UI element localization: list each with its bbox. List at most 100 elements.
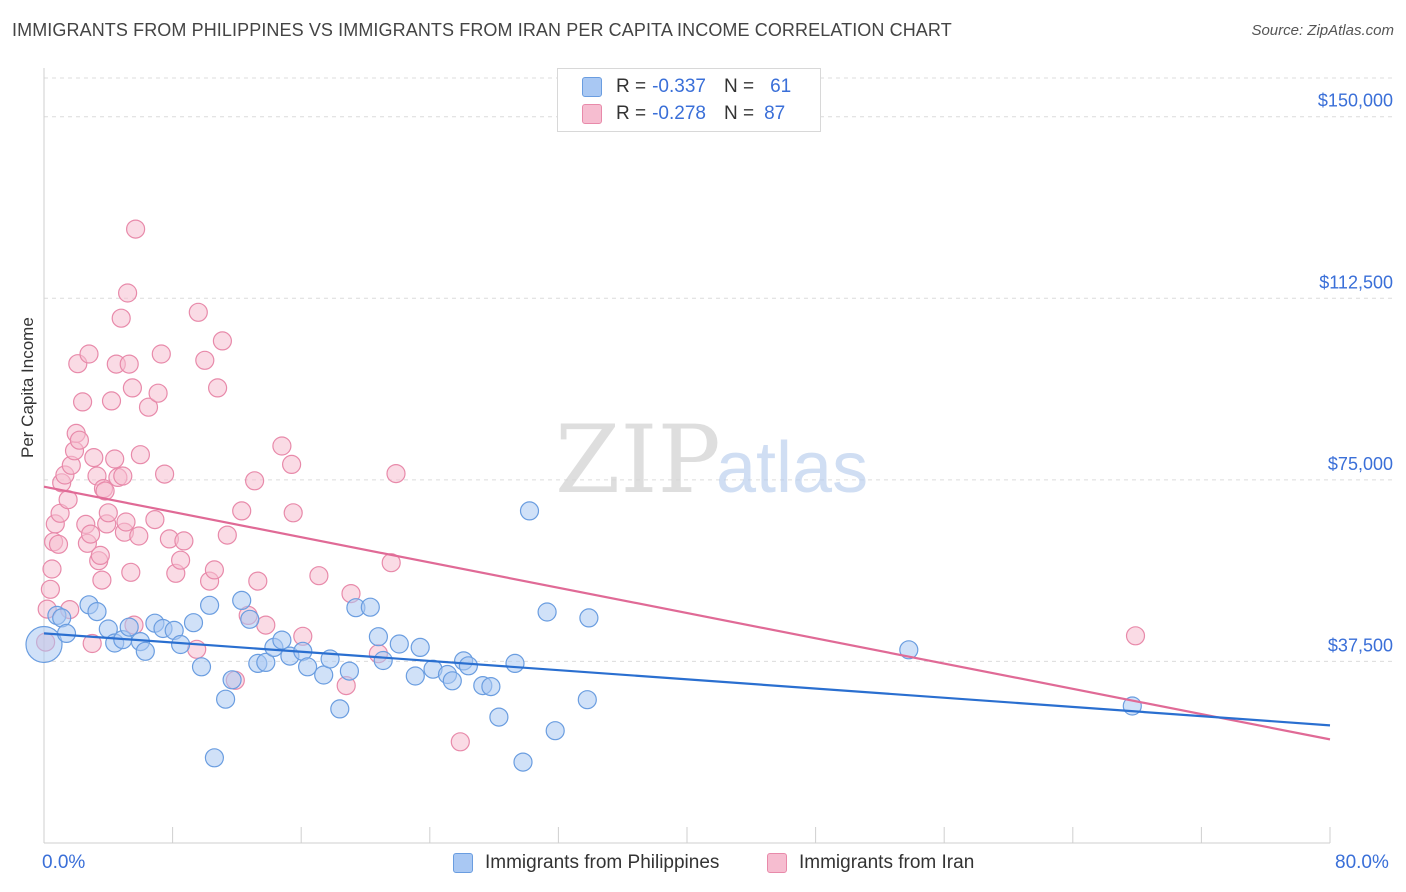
legend-n-label: N = — [723, 76, 755, 97]
point-philippines — [314, 665, 334, 685]
point-iran — [116, 512, 136, 532]
point-iran — [151, 344, 171, 364]
y-tick-label: $75,000 — [1328, 454, 1393, 474]
point-philippines — [119, 617, 139, 637]
point-iran — [101, 391, 122, 411]
grid-lines — [44, 77, 1394, 662]
point-iran — [256, 615, 276, 635]
point-philippines — [87, 601, 107, 622]
point-iran — [283, 503, 303, 523]
point-iran — [212, 331, 232, 351]
legend-n-value: 87 — [764, 103, 786, 124]
point-iran — [188, 302, 208, 322]
point-iran — [69, 430, 90, 450]
point-iran — [138, 397, 159, 417]
x-min-label: 0.0% — [42, 852, 86, 873]
point-philippines — [135, 641, 155, 661]
point-philippines — [513, 752, 533, 772]
point-iran — [129, 526, 149, 546]
point-philippines — [298, 657, 318, 677]
point-philippines — [899, 640, 919, 660]
point-iran — [195, 350, 215, 370]
y-tick-labels: $37,500 $75,000 $112,500 $150,000 — [1318, 91, 1393, 656]
point-philippines — [442, 671, 462, 691]
point-iran — [208, 378, 228, 398]
legend-swatch-philippines — [582, 77, 602, 97]
legend-r-value: -0.337 — [652, 76, 706, 97]
point-iran — [113, 466, 133, 486]
point-iran — [119, 354, 139, 374]
point-iran — [248, 571, 268, 591]
point-iran — [148, 383, 168, 403]
legend-n-value: 61 — [770, 76, 792, 97]
point-iran — [171, 550, 191, 570]
point-iran — [84, 448, 104, 468]
point-philippines — [458, 656, 478, 676]
point-iran — [111, 308, 131, 328]
y-tick-label: $37,500 — [1328, 635, 1393, 655]
point-iran — [450, 732, 470, 752]
point-iran — [105, 449, 125, 469]
point-philippines — [256, 652, 276, 673]
legend-r-value: -0.278 — [652, 103, 706, 124]
point-philippines — [410, 637, 430, 658]
series-legend: Immigrants from Philippines Immigrants f… — [0, 852, 1406, 878]
point-philippines — [240, 609, 260, 629]
watermark-atlas: atlas — [716, 428, 868, 508]
chart-title: IMMIGRANTS FROM PHILIPPINES VS IMMIGRANT… — [12, 20, 952, 40]
point-philippines — [505, 653, 525, 674]
legend-r-label: R = — [616, 103, 647, 124]
y-axis-title: Per Capita Income — [18, 317, 37, 458]
y-tick-label: $112,500 — [1319, 272, 1393, 292]
stats-legend: R = -0.337 N = 61 R = -0.278 N = 87 — [557, 68, 821, 132]
x-max-label: 80.0% — [1335, 852, 1389, 873]
legend-row-philippines: R = -0.337 N = 61 — [582, 75, 791, 99]
point-philippines — [232, 590, 252, 611]
point-philippines — [537, 602, 557, 622]
point-philippines — [481, 676, 501, 697]
point-iran — [145, 509, 165, 530]
point-philippines — [373, 650, 393, 671]
point-iran — [217, 525, 237, 545]
point-iran — [130, 445, 150, 465]
series-iran — [35, 219, 1146, 752]
point-iran — [204, 560, 224, 580]
point-iran — [1125, 626, 1146, 646]
point-iran — [92, 570, 112, 590]
point-philippines — [183, 613, 204, 633]
point-iran — [122, 378, 142, 398]
point-philippines — [368, 627, 388, 647]
point-iran — [98, 503, 118, 523]
trend-line-philippines — [43, 632, 1331, 727]
trend-line-iran — [43, 485, 1331, 741]
point-iran — [80, 524, 101, 544]
point-iran — [90, 545, 110, 566]
point-iran — [155, 464, 175, 484]
point-philippines — [330, 699, 350, 719]
point-philippines — [405, 666, 425, 686]
trend-lines — [43, 485, 1331, 741]
point-philippines — [577, 690, 597, 710]
point-philippines — [272, 630, 292, 650]
point-philippines — [389, 634, 409, 654]
point-iran — [174, 531, 194, 551]
point-iran — [381, 553, 401, 573]
point-iran — [121, 562, 141, 582]
watermark-zip: ZIP — [555, 406, 721, 515]
legend-label-philippines: Immigrants from Philippines — [485, 852, 720, 873]
axes — [43, 68, 1331, 844]
point-philippines — [56, 623, 77, 644]
point-philippines — [489, 707, 509, 727]
point-iran — [48, 534, 69, 554]
point-iran — [42, 559, 62, 579]
point-iran — [386, 464, 406, 484]
legend-n-label: N = — [723, 103, 755, 124]
point-iran — [232, 501, 252, 521]
point-philippines — [222, 670, 242, 690]
legend-swatch-iran — [582, 104, 602, 124]
point-iran — [95, 481, 115, 501]
point-philippines — [191, 657, 212, 677]
legend-item-iran: Immigrants from Iran — [767, 852, 974, 874]
point-iran — [82, 633, 102, 654]
